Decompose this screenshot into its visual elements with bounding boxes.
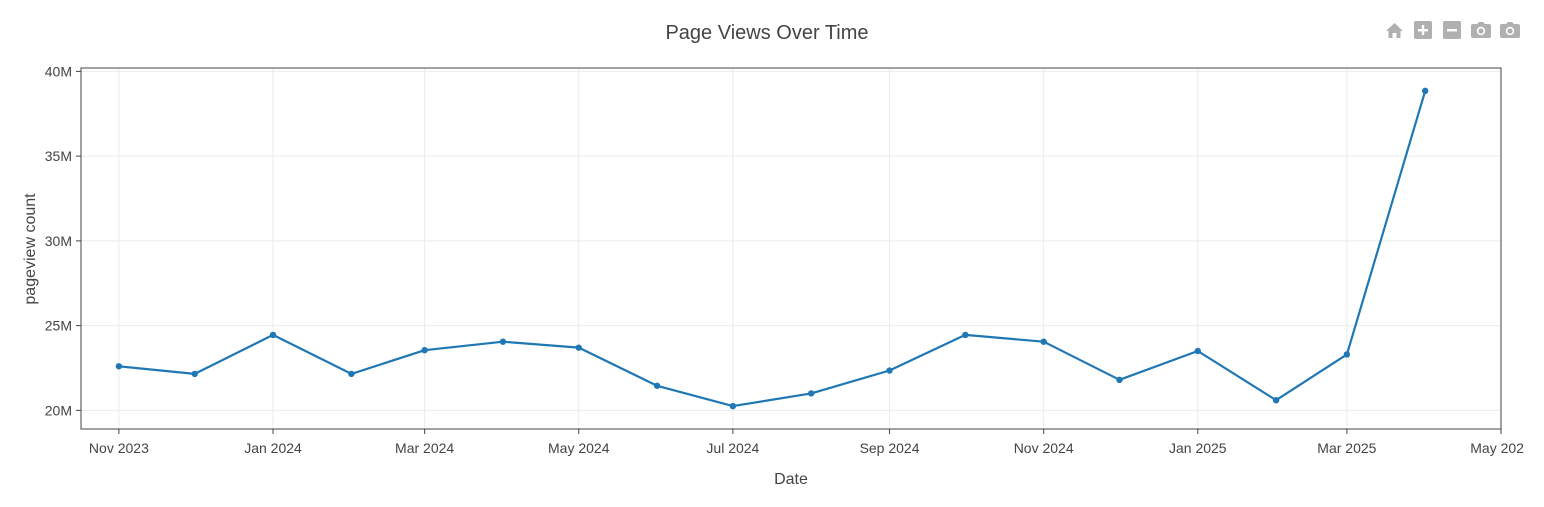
data-point[interactable] xyxy=(575,344,582,351)
y-axis-ticks: 20M 25M 30M 35M 40M xyxy=(45,63,81,418)
reset-axes-button[interactable] xyxy=(1384,20,1404,40)
data-point[interactable] xyxy=(499,338,507,345)
zoom-out-icon xyxy=(1443,21,1461,39)
y-tick-label: 40M xyxy=(45,63,72,79)
x-tick-label: Nov 2024 xyxy=(1014,440,1074,456)
x-axis-ticks: Nov 2023 Jan 2024 Mar 2024 May 2024 Jul 2024… xyxy=(89,429,1532,456)
x-tick-label: Jul 2024 xyxy=(706,440,759,456)
data-point[interactable] xyxy=(191,370,198,378)
data-point[interactable] xyxy=(729,402,737,410)
y-axis-label: pageview count xyxy=(22,193,39,305)
camera-icon xyxy=(1500,22,1520,38)
x-tick-label: Mar 2025 xyxy=(1317,440,1376,456)
x-tick-label: Nov 2023 xyxy=(89,440,149,456)
gridlines xyxy=(81,68,1502,429)
data-point[interactable] xyxy=(269,331,277,339)
x-tick-label: Jan 2024 xyxy=(244,440,302,456)
data-point[interactable] xyxy=(1194,347,1201,355)
home-icon xyxy=(1385,22,1403,38)
data-point[interactable] xyxy=(808,390,815,397)
series-line xyxy=(118,90,1427,408)
plot-frame xyxy=(80,67,1502,430)
x-tick-label: May 2024 xyxy=(548,440,610,456)
data-point[interactable] xyxy=(348,370,355,378)
camera-icon xyxy=(1471,22,1491,38)
zoom-in-icon xyxy=(1414,21,1432,39)
download-png-button[interactable] xyxy=(1471,20,1491,40)
data-point[interactable] xyxy=(1272,396,1280,404)
series-pageviews xyxy=(115,87,1429,410)
data-point[interactable] xyxy=(1421,87,1429,95)
y-tick-label: 30M xyxy=(45,233,72,249)
download-png-button-2[interactable] xyxy=(1500,20,1520,40)
chart-toolbar xyxy=(1384,20,1520,40)
x-tick-label: Mar 2024 xyxy=(395,440,454,456)
data-point[interactable] xyxy=(886,367,893,374)
x-tick-label: Sep 2024 xyxy=(860,440,920,456)
x-axis-label: Date xyxy=(774,471,808,488)
zoom-out-button[interactable] xyxy=(1442,20,1462,40)
data-point[interactable] xyxy=(1343,351,1351,358)
zoom-in-button[interactable] xyxy=(1413,20,1433,40)
data-point[interactable] xyxy=(421,346,428,354)
data-point[interactable] xyxy=(1116,376,1123,384)
y-tick-label: 20M xyxy=(45,402,72,418)
data-point[interactable] xyxy=(1040,338,1047,345)
data-point[interactable] xyxy=(962,331,969,339)
y-tick-label: 25M xyxy=(45,318,72,334)
x-tick-label: Jan 2025 xyxy=(1169,440,1227,456)
y-tick-label: 35M xyxy=(45,148,72,164)
data-point[interactable] xyxy=(653,382,661,389)
x-tick-label: May 2025 xyxy=(1470,440,1532,456)
data-point[interactable] xyxy=(115,363,123,370)
chart-title: Page Views Over Time xyxy=(665,22,868,44)
